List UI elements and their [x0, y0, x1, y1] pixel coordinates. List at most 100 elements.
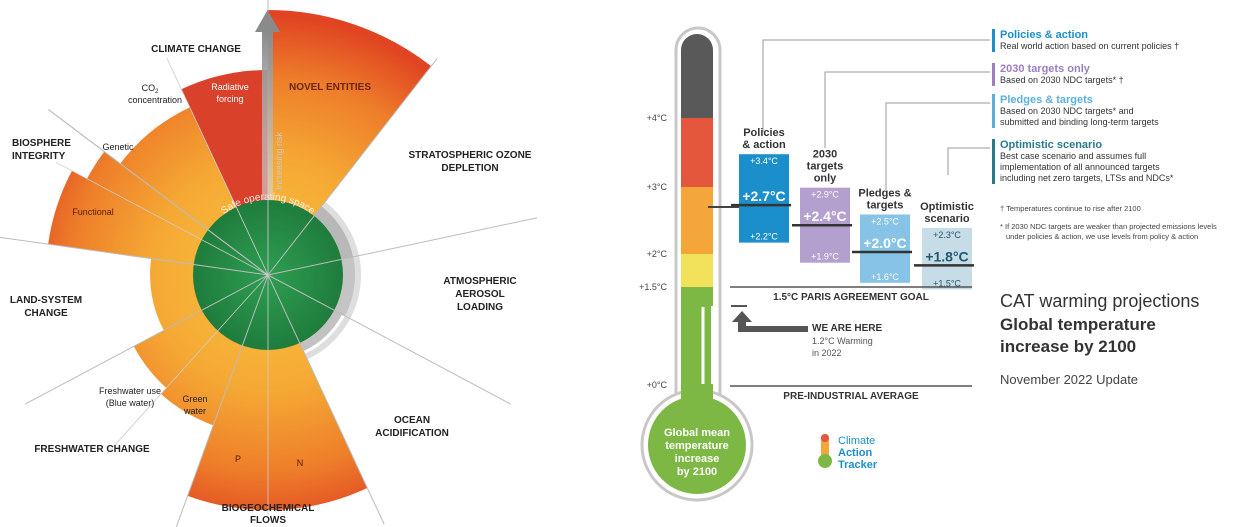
label-biosphere-2: INTEGRITY — [12, 151, 66, 162]
divider-line-6 — [175, 274, 269, 527]
legend-swatch-3 — [992, 139, 995, 184]
divider-line-3 — [267, 217, 538, 276]
scenario-title-3-1: scenario — [924, 213, 970, 225]
scenario-low-0: +2.2°C — [750, 232, 778, 242]
planetary-boundaries-diagram: Safe operating space Increasing risk CLI… — [0, 0, 538, 527]
current-level-indicator — [711, 306, 717, 384]
scenario-mid-2: +2.0°C — [863, 235, 906, 251]
divider-line-4 — [267, 274, 512, 405]
label-genetic: Genetic — [102, 142, 134, 152]
logo-text-1: Climate — [838, 435, 875, 447]
thermometer-bulb — [648, 396, 746, 494]
label-aerosol-1: ATMOSPHERIC — [443, 276, 516, 287]
we-are-here-line2: in 2022 — [812, 348, 842, 358]
legend-swatch-1 — [992, 63, 995, 86]
bulb-label-4: by 2100 — [677, 466, 717, 478]
scenario-high-0: +3.4°C — [750, 156, 778, 166]
label-co2: CO2 — [142, 83, 160, 95]
climate-action-tracker-logo: Climate Action Tracker — [818, 434, 878, 471]
cat-title-line1: CAT warming projections — [1000, 291, 1199, 311]
legend-desc-0-0: Real world action based on current polic… — [1000, 41, 1179, 51]
label-radiative-2: forcing — [216, 94, 243, 104]
bulb-label-3: increase — [675, 453, 720, 465]
thermometer-segment-darkgray — [681, 34, 713, 118]
scenario-mid-3: +1.8°C — [925, 248, 968, 264]
leader-policies — [762, 39, 990, 132]
paris-goal-label: 1.5°C PARIS AGREEMENT GOAL — [773, 292, 929, 303]
divider-line-7 — [24, 274, 269, 405]
wedge-novel-entities — [268, 10, 432, 275]
label-biosphere-1: BIOSPHERE — [12, 138, 71, 149]
legend-title-1: 2030 targets only — [1000, 63, 1091, 75]
thermometer-segment-red — [681, 118, 713, 187]
scenario-bars: +3.4°C +2.7°C +2.2°C Policies& action +2.9°C… — [731, 127, 974, 290]
label-land-system-2: CHANGE — [24, 308, 68, 319]
bulb-label: Global mean temperature increase by 2100 — [664, 427, 730, 478]
footnote-dagger: † Temperatures continue to rise after 21… — [1000, 204, 1141, 213]
label-blue-water-2: (Blue water) — [106, 398, 155, 408]
legend-swatch-0 — [992, 29, 995, 52]
cat-title-line3: increase by 2100 — [1000, 337, 1136, 356]
legend-desc-3-2: including net zero targets, LTSs and NDC… — [1000, 173, 1174, 183]
scenario-title-2-0: Pledges & — [858, 188, 911, 200]
legend-desc-2-1: submitted and binding long-term targets — [1000, 117, 1159, 127]
label-biogeochemical-2: FLOWS — [250, 515, 286, 526]
label-land-system-1: LAND-SYSTEM — [10, 295, 82, 306]
bulb-label-1: Global mean — [664, 427, 730, 439]
bulb-label-2: temperature — [665, 440, 729, 452]
label-radiative-1: Radiative — [211, 82, 249, 92]
scenario-title-1-1: targets — [807, 161, 844, 173]
increasing-risk-arrowhead — [255, 10, 280, 32]
scenario-high-3: +2.3°C — [933, 230, 961, 240]
scenario-low-1: +1.9°C — [811, 252, 839, 262]
label-ocean-1: OCEAN — [394, 415, 430, 426]
divider-line-2 — [267, 57, 438, 276]
tick-4c: +4°C — [647, 113, 668, 123]
increasing-risk-label: Increasing risk — [274, 131, 284, 190]
preindustrial-label: PRE-INDUSTRIAL AVERAGE — [783, 391, 919, 402]
label-ocean-2: ACIDIFICATION — [375, 428, 449, 439]
scenario-bar-2 — [860, 214, 910, 283]
segment-divider-lines — [0, 0, 538, 527]
scenario-low-2: +1.6°C — [871, 272, 899, 282]
safe-boundary-ring — [304, 201, 361, 360]
boundary-labels: CLIMATE CHANGE NOVEL ENTITIES STRATOSPHE… — [10, 44, 532, 526]
legend-title-0: Policies & action — [1000, 29, 1088, 41]
label-biogeochemical-1: BIOGEOCHEMICAL — [222, 503, 315, 514]
leader-lines — [762, 39, 990, 190]
thermometer: Global mean temperature increase by 2100… — [639, 26, 754, 502]
logo-thermometer-bulb — [818, 454, 832, 468]
legend-desc-2-0: Based on 2030 NDC targets* and — [1000, 106, 1134, 116]
scenario-title-1-2: only — [814, 173, 837, 185]
footnote-asterisk-1: * If 2030 NDC targets are weaker than pr… — [1000, 222, 1217, 231]
thermometer-segment-orange — [681, 187, 713, 254]
scenario-high-2: +2.5°C — [871, 217, 899, 227]
legend-title-3: Optimistic scenario — [1000, 139, 1102, 151]
tick-2c: +2°C — [647, 249, 668, 259]
footnote-asterisk-2: under policies & action, we use levels f… — [1006, 232, 1198, 241]
legend-swatch-2 — [992, 94, 995, 128]
label-aerosol-2: AEROSOL — [455, 289, 504, 300]
subdivider-line-0 — [166, 57, 269, 276]
subdivider-line-2 — [107, 274, 269, 454]
scenario-title-3-0: Optimistic — [920, 201, 974, 213]
label-climate-change: CLIMATE CHANGE — [151, 44, 241, 55]
sub-labels: CO2 concentration Radiative forcing Gene… — [72, 82, 303, 468]
tick-3c: +3°C — [647, 182, 668, 192]
leader-optimistic — [947, 147, 990, 175]
scenario-mid-1: +2.4°C — [803, 208, 846, 224]
tick-0c: +0°C — [647, 380, 668, 390]
logo-text-2: Action — [838, 447, 873, 459]
leader-pledges — [885, 102, 990, 190]
thermometer-segment-yellow — [681, 254, 713, 287]
label-green-water-1: Green — [182, 394, 207, 404]
leader-2030 — [824, 71, 990, 148]
divider-line-8 — [0, 236, 269, 276]
we-are-here-marker: WE ARE HERE 1.2°C Warming in 2022 — [731, 305, 883, 358]
scenario-title-0-0: Policies — [743, 127, 785, 139]
label-aerosol-3: LOADING — [457, 302, 503, 313]
scenario-title-2-1: targets — [867, 200, 904, 212]
scenario-high-1: +2.9°C — [811, 190, 839, 200]
